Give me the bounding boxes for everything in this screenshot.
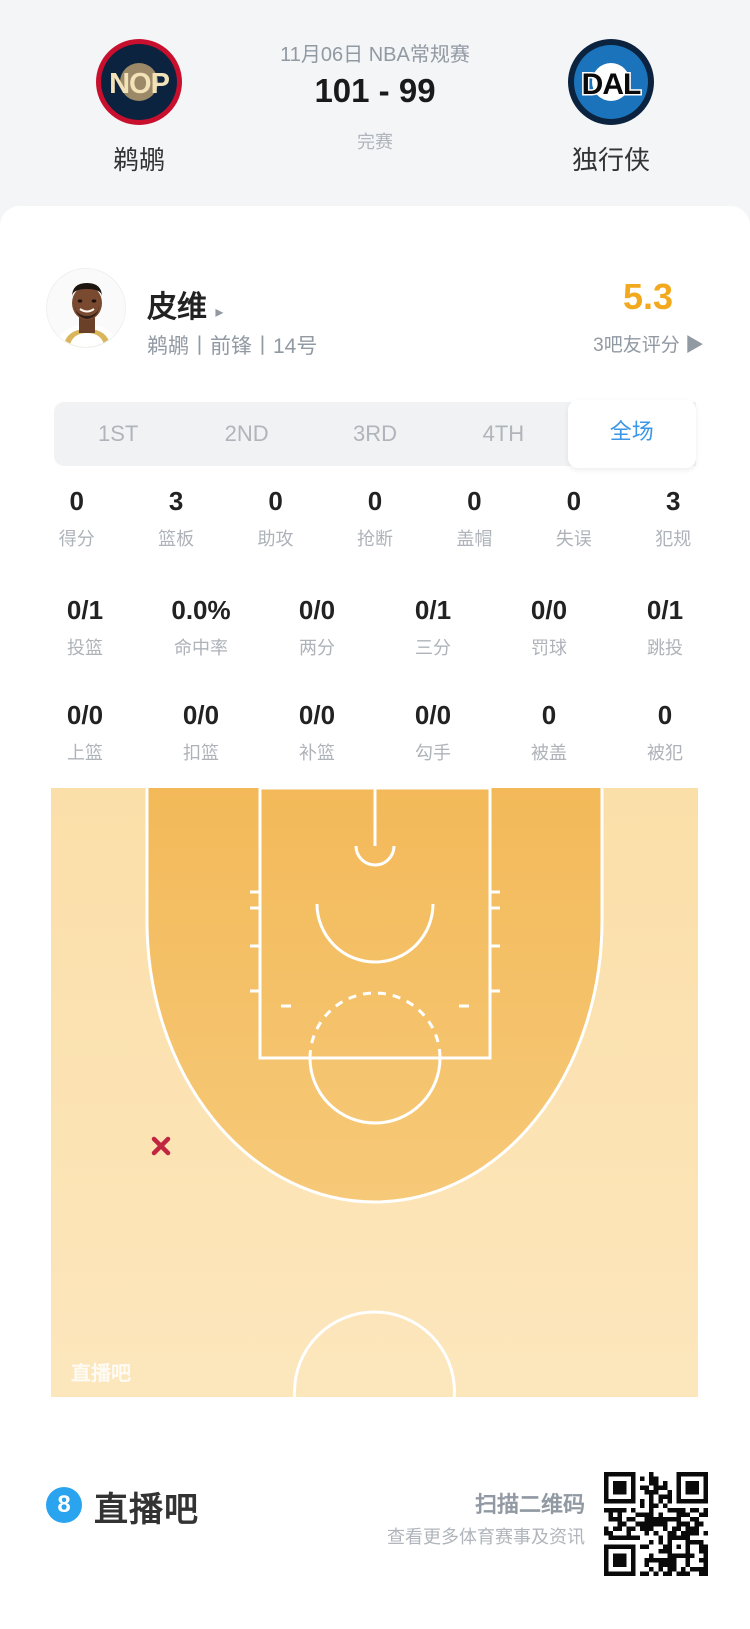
svg-text:直播吧: 直播吧 (71, 1361, 131, 1385)
svg-text:DAL: DAL (582, 68, 641, 101)
svg-text:NOP: NOP (109, 68, 170, 100)
